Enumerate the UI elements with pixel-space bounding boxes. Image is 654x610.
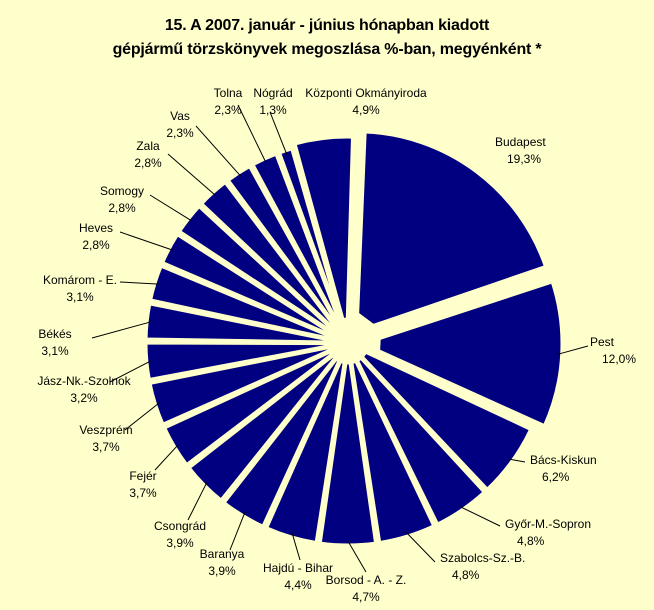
slice-value-4: 4,8%: [517, 534, 545, 548]
pie-slice-20: [277, 147, 344, 326]
slice-value-17: 2,8%: [134, 156, 162, 170]
pie-slice-6: [318, 361, 378, 547]
slice-value-19: 2,3%: [214, 103, 242, 117]
slice-value-13: 3,1%: [41, 344, 69, 358]
pie-slice-2: [377, 280, 564, 428]
slice-label-16: Somogy: [100, 184, 144, 198]
slice-value-21: 4,9%: [352, 103, 380, 117]
pie-slice-18: [226, 164, 340, 329]
slice-label-19: Tolna: [214, 86, 243, 100]
slice-label-18: Vas: [170, 109, 190, 123]
leader-line-10: [154, 444, 179, 471]
slice-value-9: 3,9%: [166, 536, 194, 550]
pie-slice-15: [160, 232, 333, 337]
slice-value-7: 4,4%: [284, 578, 312, 592]
pie-slice-17: [199, 180, 338, 331]
leader-line-4: [459, 506, 501, 527]
slice-label-4: Győr-M.-Sopron: [505, 517, 591, 531]
leader-line-9: [187, 481, 208, 521]
slice-value-2: 12,0%: [602, 352, 636, 366]
slice-label-6: Borsod - A. - Z.: [326, 573, 407, 587]
slice-value-6: 4,7%: [352, 590, 380, 604]
slice-value-5: 4,8%: [452, 568, 480, 582]
chart-title-line-2: gépjármű törzskönyvek megoszlása %-ban, …: [112, 41, 542, 58]
slice-label-14: Komárom - E.: [43, 273, 117, 287]
leader-line-16: [149, 194, 193, 222]
slice-label-15: Heves: [79, 221, 113, 235]
pie-slice-9: [187, 353, 337, 503]
slice-label-1: Budapest: [495, 135, 546, 149]
pie-slice-8: [222, 357, 341, 529]
pie-slice-5: [350, 359, 436, 545]
slice-label-2: Pest: [590, 335, 615, 349]
slice-value-8: 3,9%: [208, 564, 236, 578]
slice-label-3: Bács-Kiskun: [530, 453, 597, 467]
slice-value-20: 1,3%: [259, 103, 287, 117]
pie-slice-10: [162, 350, 334, 467]
slice-value-1: 19,3%: [507, 152, 541, 166]
pie-slice-14: [148, 264, 332, 340]
slice-label-13: Békés: [38, 327, 71, 341]
leader-line-11: [124, 402, 160, 431]
leader-line-5: [405, 531, 436, 563]
slice-label-5: Szabolcs-Sz.-B.: [440, 551, 525, 565]
pie-slice-21: [293, 135, 355, 322]
pie-slice-7: [264, 359, 346, 545]
pie-slice-16: [177, 204, 335, 334]
pie-slice-11: [148, 345, 332, 427]
leader-line-7: [291, 532, 301, 561]
leader-line-6: [347, 540, 367, 573]
slice-value-10: 3,7%: [129, 486, 157, 500]
slice-value-14: 3,1%: [66, 290, 94, 304]
leader-line-13: [91, 321, 152, 339]
slice-value-12: 3,2%: [70, 391, 98, 405]
pie-slice-4: [355, 356, 487, 527]
pie-slice-3: [360, 350, 533, 492]
slice-label-8: Baranya: [200, 547, 245, 561]
slice-value-18: 2,3%: [166, 126, 194, 140]
slice-label-21: Központi Okmányiroda: [305, 86, 427, 100]
leader-line-8: [229, 511, 246, 551]
leader-line-18: [195, 125, 242, 177]
slice-label-12: Jász-Nk.-Szolnok: [37, 374, 131, 388]
chart-title-line-1: 15. A 2007. január - június hónapban kia…: [164, 17, 490, 34]
leader-line-17: [167, 153, 217, 197]
leader-line-20: [269, 111, 288, 155]
slice-label-11: Veszprém: [79, 423, 132, 437]
slice-value-16: 2,8%: [108, 201, 136, 215]
leader-line-3: [508, 458, 526, 463]
pie-slice-1: [356, 130, 548, 328]
leader-line-19: [237, 104, 267, 163]
slice-label-10: Fejér: [129, 469, 156, 483]
slice-label-17: Zala: [136, 139, 160, 153]
slice-value-11: 3,7%: [92, 440, 120, 454]
pie-slice-19: [251, 152, 343, 328]
slice-label-9: Csongrád: [154, 519, 206, 533]
slice-label-7: Hajdú - Bihar: [263, 561, 333, 575]
slice-value-15: 2,8%: [82, 238, 110, 252]
leader-line-15: [119, 231, 174, 251]
leader-line-12: [109, 360, 152, 383]
leader-line-2: [557, 345, 589, 355]
slice-value-3: 6,2%: [542, 470, 570, 484]
slice-label-20: Nógrád: [253, 86, 292, 100]
leader-line-14: [119, 281, 159, 285]
pie-slice-13: [144, 302, 330, 344]
pie-slice-12: [144, 341, 330, 382]
